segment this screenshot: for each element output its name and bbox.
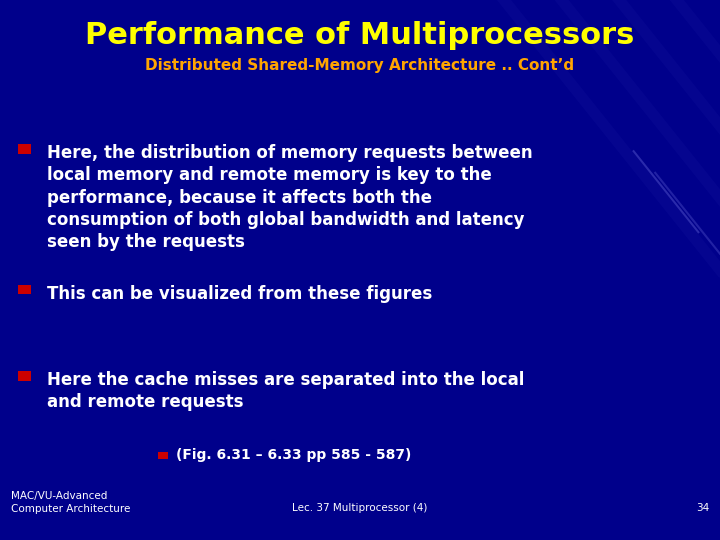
Text: Here, the distribution of memory requests between
local memory and remote memory: Here, the distribution of memory request… bbox=[47, 144, 532, 251]
Text: This can be visualized from these figures: This can be visualized from these figure… bbox=[47, 285, 432, 302]
Text: Performance of Multiprocessors: Performance of Multiprocessors bbox=[85, 21, 635, 50]
Text: Lec. 37 Multiprocessor (4): Lec. 37 Multiprocessor (4) bbox=[292, 503, 428, 512]
Text: Here the cache misses are separated into the local
and remote requests: Here the cache misses are separated into… bbox=[47, 371, 524, 411]
Text: MAC/VU-Advanced
Computer Architecture: MAC/VU-Advanced Computer Architecture bbox=[11, 491, 130, 514]
FancyBboxPatch shape bbox=[18, 144, 31, 154]
Text: Distributed Shared-Memory Architecture .. Cont’d: Distributed Shared-Memory Architecture .… bbox=[145, 58, 575, 73]
FancyBboxPatch shape bbox=[18, 285, 31, 294]
Text: (Fig. 6.31 – 6.33 pp 585 - 587): (Fig. 6.31 – 6.33 pp 585 - 587) bbox=[176, 448, 412, 462]
Text: 34: 34 bbox=[696, 503, 709, 512]
FancyBboxPatch shape bbox=[18, 371, 31, 381]
FancyBboxPatch shape bbox=[158, 452, 168, 459]
